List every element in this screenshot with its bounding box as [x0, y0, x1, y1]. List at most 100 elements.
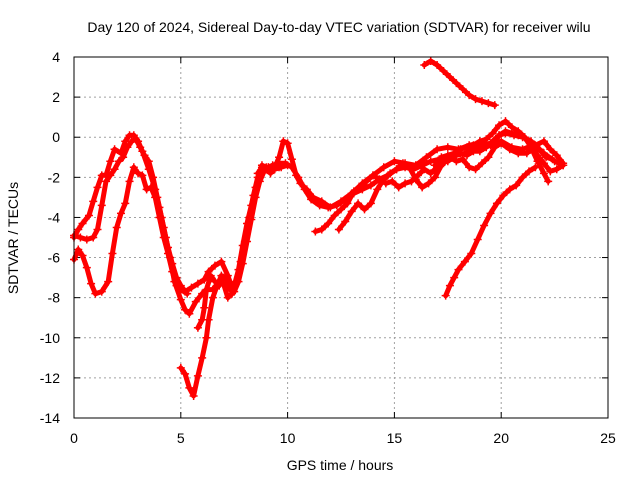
data-series — [70, 57, 568, 400]
data-point — [458, 85, 467, 94]
y-tick-label: 4 — [52, 49, 60, 65]
data-point — [401, 179, 410, 188]
data-point — [490, 101, 499, 110]
y-tick-label: -10 — [40, 330, 60, 346]
data-point — [262, 165, 271, 174]
data-point — [527, 143, 536, 152]
series-line — [443, 164, 538, 299]
data-point — [181, 305, 190, 314]
data-point — [465, 163, 474, 172]
data-point — [454, 265, 463, 274]
data-point — [87, 279, 96, 288]
data-point — [144, 157, 153, 166]
data-point — [204, 267, 213, 276]
data-point — [168, 267, 177, 276]
data-point — [302, 185, 311, 194]
data-point — [198, 353, 207, 362]
data-point — [140, 151, 149, 160]
data-point — [238, 259, 247, 268]
data-point — [552, 151, 561, 160]
data-point — [134, 169, 143, 178]
data-point — [439, 67, 448, 76]
data-point — [471, 95, 480, 104]
data-point — [131, 135, 140, 144]
data-point — [407, 177, 416, 186]
series-line — [71, 164, 190, 297]
data-point — [420, 61, 429, 70]
data-point — [136, 143, 145, 152]
data-point — [317, 197, 326, 206]
data-point — [110, 145, 119, 154]
data-point — [349, 187, 358, 196]
x-tick-label: 10 — [280, 430, 296, 446]
data-point — [426, 57, 435, 66]
data-point — [484, 99, 493, 108]
data-point — [475, 147, 484, 156]
data-point — [356, 183, 365, 192]
data-point — [492, 199, 501, 208]
data-point — [360, 205, 369, 214]
data-point — [411, 161, 420, 170]
data-point — [482, 135, 491, 144]
data-point — [482, 143, 491, 152]
data-point — [497, 139, 506, 148]
data-point — [275, 153, 284, 162]
data-point — [185, 383, 194, 392]
x-tick-label: 5 — [177, 430, 185, 446]
data-point — [463, 151, 472, 160]
data-point — [437, 153, 446, 162]
data-point — [433, 61, 442, 70]
data-point — [324, 219, 333, 228]
data-point — [475, 137, 484, 146]
data-point — [326, 203, 335, 212]
data-point — [287, 155, 296, 164]
data-point — [430, 173, 439, 182]
data-point — [149, 173, 158, 182]
data-point — [253, 169, 262, 178]
y-ticks: 4 2 0 -2 -4 -6 -8 -10 -12 -14 — [40, 49, 608, 426]
y-tick-label: -2 — [48, 169, 61, 185]
data-point — [334, 225, 343, 234]
series-arc-4 — [176, 129, 557, 400]
data-point — [433, 145, 442, 154]
data-point — [533, 157, 542, 166]
data-point — [546, 145, 555, 154]
data-point — [531, 163, 540, 172]
data-point — [119, 153, 128, 162]
data-point — [441, 291, 450, 300]
data-point — [78, 251, 87, 260]
data-point — [488, 129, 497, 138]
data-point — [366, 199, 375, 208]
data-point — [539, 149, 548, 158]
data-point — [495, 131, 504, 140]
data-point — [552, 165, 561, 174]
data-point — [116, 209, 125, 218]
data-point — [112, 223, 121, 232]
data-point — [251, 193, 260, 202]
data-point — [91, 289, 100, 298]
data-point — [471, 165, 480, 174]
data-point — [426, 157, 435, 166]
data-point — [225, 285, 234, 294]
data-point — [106, 171, 115, 180]
data-point — [499, 191, 508, 200]
y-tick-label: -6 — [48, 250, 61, 266]
data-point — [217, 257, 226, 266]
data-point — [463, 143, 472, 152]
data-point — [84, 211, 93, 220]
data-point — [550, 157, 559, 166]
data-point — [317, 225, 326, 234]
data-point — [544, 177, 553, 186]
data-point — [183, 289, 192, 298]
y-tick-label: -4 — [48, 209, 61, 225]
data-point — [108, 249, 117, 258]
data-point — [89, 233, 98, 242]
data-point — [443, 143, 452, 152]
data-point — [223, 293, 232, 302]
data-point — [514, 149, 523, 158]
data-point — [398, 159, 407, 168]
series-line — [312, 138, 566, 234]
data-point — [191, 297, 200, 306]
data-point — [97, 201, 106, 210]
